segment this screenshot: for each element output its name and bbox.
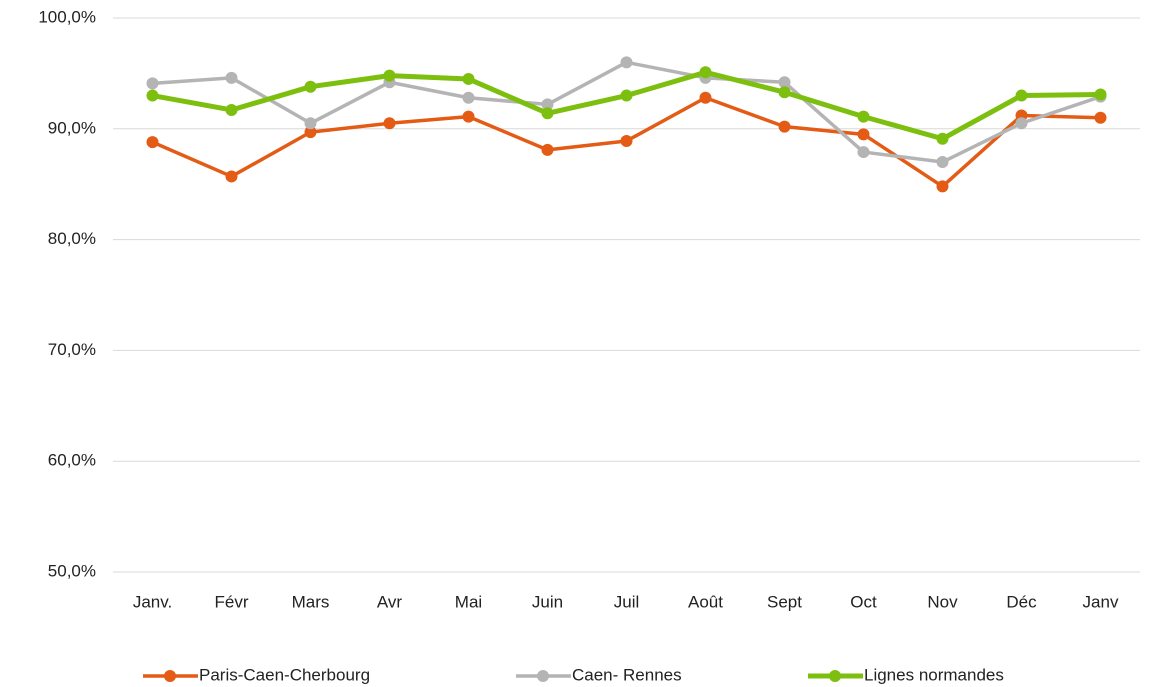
data-point xyxy=(936,156,949,169)
data-point xyxy=(462,91,475,104)
data-point xyxy=(699,91,712,104)
data-point xyxy=(620,56,633,69)
legend-marker xyxy=(829,670,841,682)
data-point xyxy=(857,110,870,123)
data-point xyxy=(1015,117,1028,130)
data-point xyxy=(383,69,396,82)
data-point xyxy=(541,107,554,120)
y-tick-label: 70,0% xyxy=(48,340,96,359)
data-point xyxy=(857,146,870,159)
x-tick-label: Févr xyxy=(215,592,249,611)
legend-marker xyxy=(537,670,549,682)
data-point xyxy=(383,117,396,130)
x-tick-label: Janv. xyxy=(133,592,172,611)
x-tick-label: Août xyxy=(688,592,723,611)
x-tick-label: Avr xyxy=(377,592,403,611)
y-tick-label: 100,0% xyxy=(38,7,96,26)
data-point xyxy=(225,71,238,84)
data-point xyxy=(304,117,317,130)
data-point xyxy=(778,86,791,99)
y-tick-label: 90,0% xyxy=(48,118,96,137)
data-point xyxy=(936,132,949,145)
data-point xyxy=(699,66,712,79)
data-point xyxy=(225,170,238,183)
y-tick-label: 50,0% xyxy=(48,561,96,580)
legend-label: Lignes normandes xyxy=(864,665,1004,684)
data-point xyxy=(462,110,475,123)
legend-marker xyxy=(164,670,176,682)
x-tick-label: Mars xyxy=(292,592,330,611)
legend-label: Caen- Rennes xyxy=(572,665,682,684)
data-point xyxy=(1015,89,1028,102)
x-tick-label: Sept xyxy=(767,592,802,611)
x-tick-label: Nov xyxy=(927,592,958,611)
data-point xyxy=(304,126,317,139)
data-point xyxy=(462,72,475,85)
series-line xyxy=(152,60,1102,164)
data-point xyxy=(225,103,238,116)
data-point xyxy=(304,80,317,93)
data-point xyxy=(541,143,554,156)
legend-label: Paris-Caen-Cherbourg xyxy=(199,665,370,684)
x-tick-label: Juin xyxy=(532,592,563,611)
data-point xyxy=(620,134,633,147)
data-point xyxy=(1094,111,1107,124)
data-point xyxy=(936,180,949,193)
x-tick-label: Mai xyxy=(455,592,482,611)
data-point xyxy=(1094,88,1107,101)
data-point xyxy=(146,136,159,149)
data-point xyxy=(620,89,633,102)
data-point xyxy=(778,120,791,133)
data-point xyxy=(778,76,791,89)
x-tick-label: Oct xyxy=(850,592,877,611)
y-tick-label: 60,0% xyxy=(48,451,96,470)
x-tick-label: Janv xyxy=(1083,592,1119,611)
data-point xyxy=(146,89,159,102)
data-point xyxy=(541,98,554,111)
x-tick-label: Déc xyxy=(1006,592,1037,611)
x-tick-label: Juil xyxy=(614,592,640,611)
data-point xyxy=(857,128,870,141)
y-tick-label: 80,0% xyxy=(48,229,96,248)
data-point xyxy=(146,77,159,90)
